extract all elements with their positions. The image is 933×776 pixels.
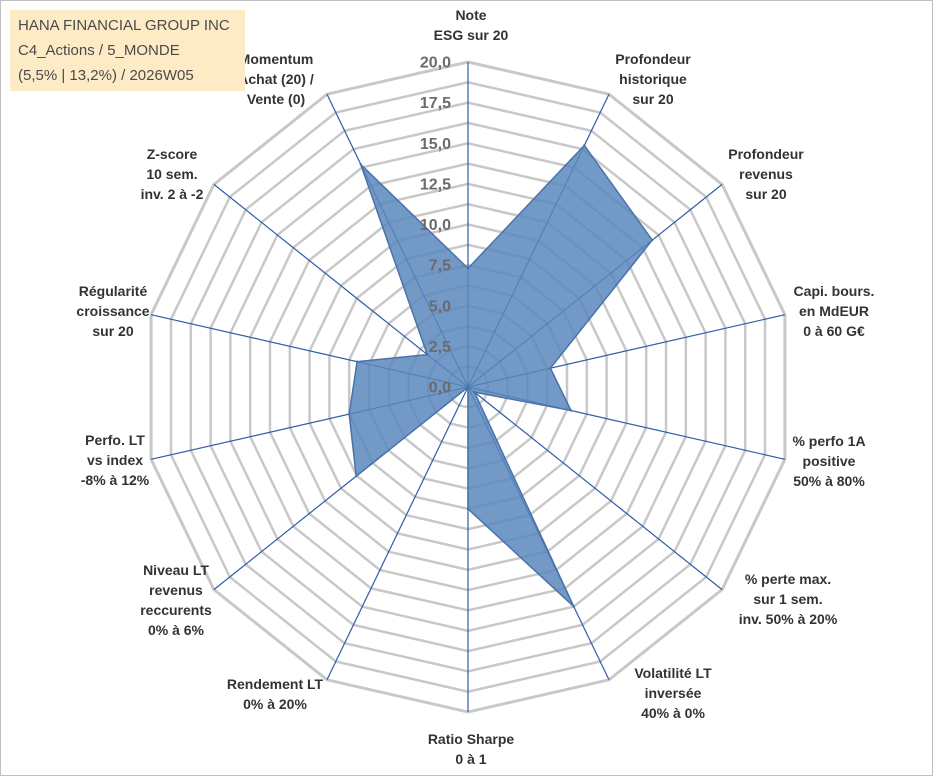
tick-label: 2,5 (429, 339, 451, 356)
axis-spoke (326, 386, 469, 681)
axis-label-line: -8% à 12% (81, 472, 150, 488)
data-point (466, 507, 470, 511)
axis-label: Profondeur revenus sur 20 (728, 146, 804, 202)
data-point (466, 385, 470, 389)
axis-label-line: Ratio Sharpe (428, 731, 515, 747)
data-series (348, 144, 654, 608)
axis-label: Volatilité LT inversée 40% à 0% (634, 665, 712, 721)
axis-label: % perfo 1A positive 50% à 80% (792, 433, 865, 489)
axis-label: Capi. bours. en MdEUR 0 à 60 G€ (794, 283, 875, 339)
data-point (549, 367, 552, 370)
tick-label: 12,5 (420, 176, 451, 193)
axis-label-line: reccurents (140, 602, 212, 618)
axis-label: Régularité croissance sur 20 (76, 283, 149, 339)
tick-label: 15,0 (420, 136, 451, 153)
tick-label: 0,0 (429, 380, 451, 397)
title-company: HANA FINANCIAL GROUP INC (18, 17, 230, 34)
data-point (348, 412, 351, 416)
axis-label-line: sur 20 (92, 323, 133, 339)
axis-spoke (467, 386, 723, 591)
data-point (583, 144, 586, 147)
axis-label-line: % perfo 1A (792, 433, 865, 449)
chart-title-box: HANA FINANCIAL GROUP INC C4_Actions / 5_… (10, 10, 245, 91)
data-point (572, 605, 575, 608)
axis-label-line: sur 20 (745, 186, 786, 202)
axis-label-line: sur 1 sem. (753, 591, 822, 607)
tick-labels: 0,0 2,5 5,0 7,5 10,0 12,5 15,0 17,5 20,0 (420, 55, 451, 397)
axis-label-line: sur 20 (632, 91, 673, 107)
axis-labels: Note ESG sur 20 Profondeur historique sur 20… (76, 7, 874, 767)
axis-label-line: 10 sem. (146, 166, 197, 182)
axis-label-line: 0 à 60 G€ (803, 323, 865, 339)
data-point (473, 390, 476, 394)
axis-label-line: 50% à 80% (793, 473, 865, 489)
axis-label-line: Note (455, 7, 486, 23)
axis-label-line: Profondeur (728, 146, 804, 162)
axis-label-line: Rendement LT (227, 676, 324, 692)
axis-label-line: 0% à 20% (243, 696, 307, 712)
title-category: C4_Actions / 5_MONDE (18, 42, 180, 59)
tick-label: 5,0 (429, 298, 451, 315)
axis-label-line: % perte max. (745, 571, 831, 587)
axis-label: Note ESG sur 20 (434, 7, 509, 43)
axis-label-line: 0 à 1 (455, 751, 486, 767)
axis-label: Momentum Achat (20) / Vente (0) (238, 51, 314, 107)
axis-label: Perfo. LT vs index -8% à 12% (81, 432, 150, 488)
axis-label-line: Régularité (79, 283, 148, 299)
tick-label: 20,0 (420, 55, 451, 72)
axis-label-line: inversée (645, 685, 702, 701)
axis-label-line: Volatilité LT (634, 665, 712, 681)
axis-label: Ratio Sharpe 0 à 1 (428, 731, 515, 767)
axis-label-line: Momentum (239, 51, 314, 67)
data-point (359, 163, 362, 166)
axis-label-line: Achat (20) / (238, 71, 314, 87)
axis-label-line: Vente (0) (247, 91, 305, 107)
axis-label-line: revenus (739, 166, 793, 182)
tick-label: 17,5 (420, 95, 451, 112)
tick-label: 7,5 (429, 258, 451, 275)
axis-label-line: positive (803, 453, 856, 469)
title-period: (5,5% | 13,2%) / 2026W05 (18, 67, 194, 84)
axis-label-line: historique (619, 71, 687, 87)
axis-label-line: 0% à 6% (148, 622, 205, 638)
axis-label-line: inv. 50% à 20% (739, 611, 838, 627)
axis-label: Niveau LT revenus reccurents 0% à 6% (140, 562, 212, 638)
axis-label-line: inv. 2 à -2 (141, 186, 204, 202)
axis-label-line: Profondeur (615, 51, 691, 67)
axis-label-line: Z-score (147, 146, 198, 162)
axis-label-line: vs index (87, 452, 143, 468)
data-point (355, 360, 359, 363)
tick-label: 10,0 (420, 217, 451, 234)
axis-label: Profondeur historique sur 20 (615, 51, 691, 107)
axis-label-line: revenus (149, 582, 203, 598)
data-point (355, 475, 358, 478)
data-point (466, 267, 470, 270)
axis-label-line: en MdEUR (799, 303, 869, 319)
data-point (569, 409, 573, 412)
data-point (426, 353, 429, 356)
axis-label-line: Capi. bours. (794, 283, 875, 299)
axis-label-line: Perfo. LT (85, 432, 145, 448)
axis-label: Z-score 10 sem. inv. 2 à -2 (141, 146, 204, 202)
axis-spoke (213, 183, 469, 388)
axis-label-line: ESG sur 20 (434, 27, 509, 43)
axis-label: % perte max. sur 1 sem. inv. 50% à 20% (739, 571, 838, 627)
axis-label-line: 40% à 0% (641, 705, 705, 721)
axis-label-line: croissance (76, 303, 149, 319)
axis-label-line: Niveau LT (143, 562, 209, 578)
axis-label: Rendement LT 0% à 20% (227, 676, 324, 712)
data-point (651, 238, 654, 242)
